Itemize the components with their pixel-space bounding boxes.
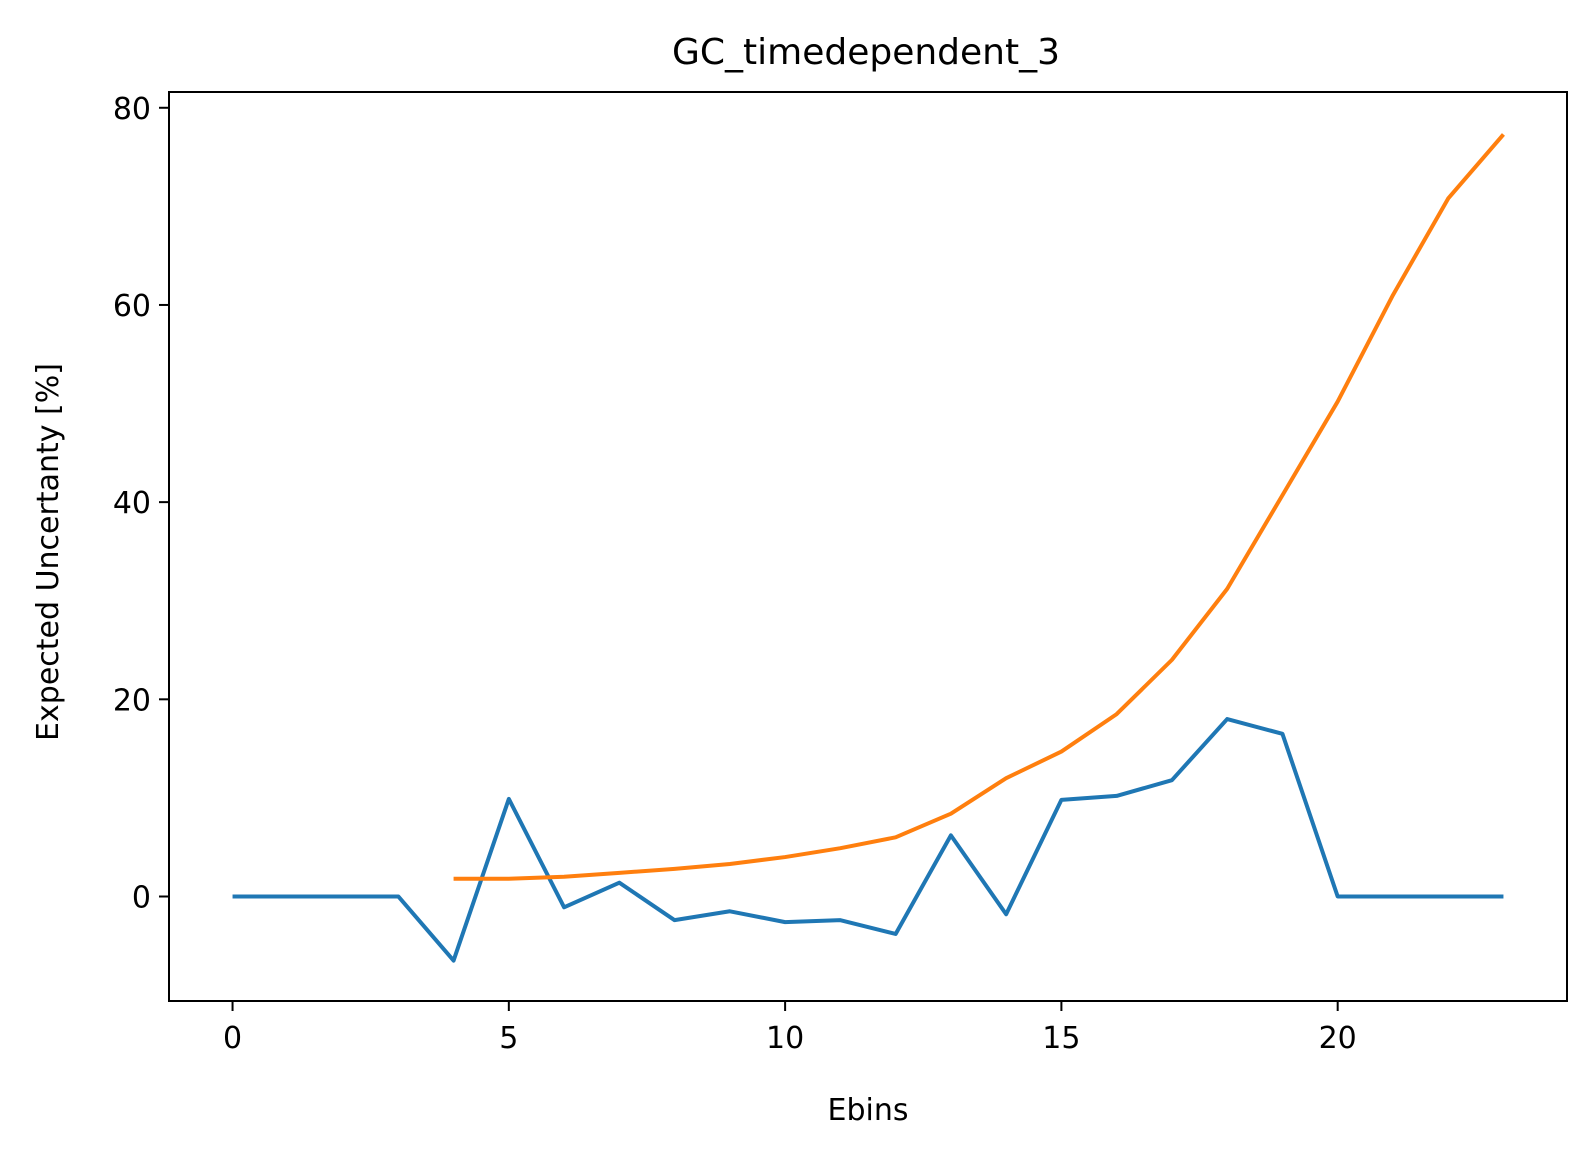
y-tick-label: 80: [113, 92, 151, 127]
x-tick-label: 5: [499, 1021, 518, 1056]
series-layer: [232, 133, 1505, 963]
x-tick-label: 15: [1042, 1021, 1080, 1056]
chart-title: GC_timedependent_3: [672, 32, 1060, 73]
x-tick-label: 0: [223, 1021, 242, 1056]
y-axis-label: Expected Uncertanty [%]: [31, 363, 66, 741]
plot-frame: [168, 91, 1568, 1002]
series-line-1: [232, 717, 1504, 963]
x-axis-ticks: 0 5 10 15 20: [223, 1001, 1357, 1056]
x-axis-label: Ebins: [828, 1093, 909, 1128]
y-tick-label: 40: [113, 486, 151, 521]
y-axis-ticks: 0 20 40 60 80: [113, 92, 169, 915]
y-tick-label: 60: [113, 289, 151, 324]
x-tick-label: 10: [766, 1021, 804, 1056]
y-tick-label: 20: [113, 683, 151, 718]
y-tick-label: 0: [132, 880, 151, 915]
x-tick-label: 20: [1319, 1021, 1357, 1056]
series-line-2: [453, 133, 1505, 881]
